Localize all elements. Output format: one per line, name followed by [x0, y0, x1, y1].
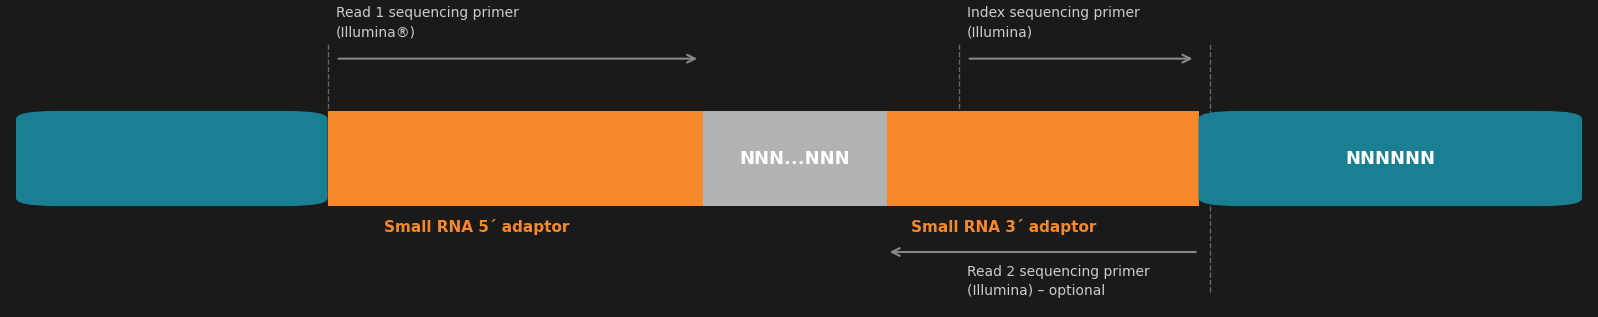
Text: Small RNA 3´ adaptor: Small RNA 3´ adaptor — [911, 219, 1096, 235]
FancyBboxPatch shape — [328, 111, 703, 206]
FancyBboxPatch shape — [703, 111, 887, 206]
Text: Index sequencing primer
(Illumina): Index sequencing primer (Illumina) — [967, 6, 1139, 40]
Text: NNNNNN: NNNNNN — [1346, 150, 1435, 167]
Text: Read 2 sequencing primer
(Illumina) – optional: Read 2 sequencing primer (Illumina) – op… — [967, 265, 1149, 298]
FancyBboxPatch shape — [887, 111, 1198, 206]
Text: Read 1 sequencing primer
(Illumina®): Read 1 sequencing primer (Illumina®) — [336, 6, 518, 40]
FancyBboxPatch shape — [16, 111, 328, 206]
FancyBboxPatch shape — [1198, 111, 1582, 206]
Text: NNN...NNN: NNN...NNN — [740, 150, 850, 167]
Text: Small RNA 5´ adaptor: Small RNA 5´ adaptor — [384, 219, 569, 235]
